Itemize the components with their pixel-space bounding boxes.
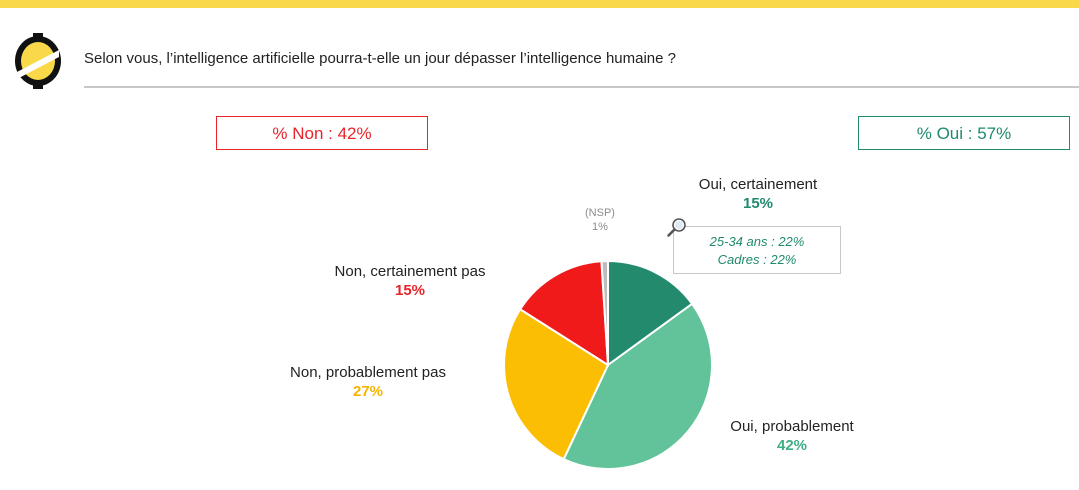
highlight-line: 25-34 ans : 22% <box>709 234 805 249</box>
label-oui-probablement: Oui, probablement 42% <box>722 418 862 454</box>
slice-value: 15% <box>742 195 774 212</box>
pie-slice-non-probablement-pas <box>503 307 610 461</box>
highlight-callout: 25-34 ans : 22% Cadres : 22% <box>673 226 841 274</box>
top-accent-bar <box>0 0 1079 8</box>
pie-slice-oui-probablement <box>562 302 713 470</box>
title-divider <box>84 86 1079 88</box>
pie-slice-oui-certainement <box>607 259 694 367</box>
slice-name: Oui, certainement <box>698 176 818 193</box>
slice-name: Non, certainement pas <box>334 263 486 280</box>
question-title: Selon vous, l’intelligence artificielle … <box>84 50 676 67</box>
non-total-box: % Non : 42% <box>216 116 428 150</box>
label-non-probablement-pas: Non, probablement pas 27% <box>280 364 456 400</box>
label-oui-certainement: Oui, certainement 15% <box>690 176 826 212</box>
highlight-line: Cadres : 22% <box>717 252 797 267</box>
slice-name: Non, probablement pas <box>290 364 446 381</box>
magnifier-icon <box>667 218 686 237</box>
pie-slice-non-certainement-pas <box>518 260 610 367</box>
slice-value: 1% <box>592 221 608 233</box>
slice-name: Oui, probablement <box>730 418 854 435</box>
slice-value: 27% <box>352 383 384 400</box>
pie-slice-nsp <box>600 259 609 366</box>
label-non-certainement-pas: Non, certainement pas 15% <box>325 263 495 299</box>
slice-value: 42% <box>776 437 808 454</box>
label-nsp: (NSP) 1% <box>578 207 622 233</box>
brand-logo <box>15 33 61 89</box>
slice-value: 15% <box>394 282 426 299</box>
slice-name: (NSP) <box>585 207 615 219</box>
oui-total-box: % Oui : 57% <box>858 116 1070 150</box>
